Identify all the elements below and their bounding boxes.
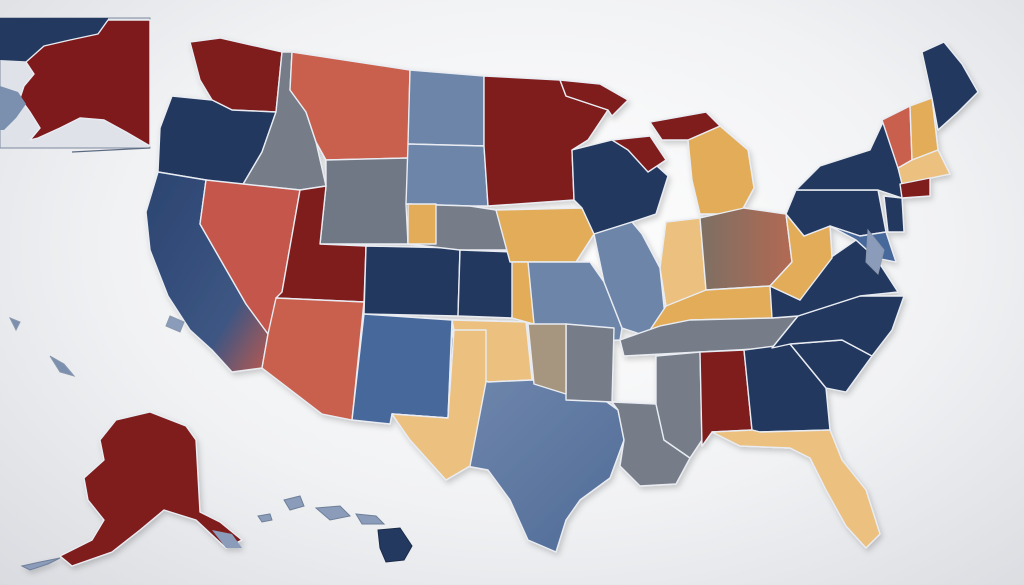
state-connecticut-ri[interactable] <box>899 177 931 199</box>
hawaii-island-maui[interactable] <box>355 513 386 525</box>
inset-grey-islands <box>0 86 26 130</box>
contiguous-us <box>145 37 979 553</box>
state-michigan[interactable] <box>687 125 755 215</box>
alaska-top-shape <box>19 19 151 147</box>
state-wisconsin-north[interactable] <box>611 135 667 173</box>
state-south-dakota[interactable] <box>405 143 489 207</box>
alaska-island-chain <box>20 557 61 571</box>
alaska-inset-top <box>0 17 151 153</box>
state-nebraska-west[interactable] <box>407 203 437 245</box>
state-north-dakota[interactable] <box>407 69 485 147</box>
alaska-southeast-islands <box>212 530 242 548</box>
alaska-bottom <box>20 411 243 571</box>
hawaii-island-oahu[interactable] <box>314 505 352 521</box>
state-texas-west[interactable] <box>391 329 487 481</box>
inset-line <box>71 147 151 153</box>
coast-detail <box>8 228 885 377</box>
state-arizona[interactable] <box>261 297 365 421</box>
hawaii-island-small-1[interactable] <box>257 513 273 523</box>
state-florida[interactable] <box>711 429 881 549</box>
state-wyoming[interactable] <box>319 157 409 245</box>
state-massachusetts[interactable] <box>897 149 951 185</box>
state-kansas[interactable] <box>457 249 515 319</box>
state-alaska[interactable] <box>59 411 243 567</box>
hawaii-islands <box>257 495 413 563</box>
hawaii-island-small-2[interactable] <box>283 495 305 511</box>
state-new-mexico[interactable] <box>351 313 453 425</box>
state-minnesota-north[interactable] <box>559 79 629 117</box>
hawaii-big-island[interactable] <box>377 527 413 563</box>
state-michigan-up[interactable] <box>649 111 721 141</box>
state-colorado[interactable] <box>363 245 461 317</box>
state-maine[interactable] <box>921 41 979 131</box>
state-new-jersey[interactable] <box>883 195 905 233</box>
state-iowa[interactable] <box>495 207 595 263</box>
state-arkansas-west[interactable] <box>527 323 567 395</box>
state-arkansas[interactable] <box>565 323 615 403</box>
